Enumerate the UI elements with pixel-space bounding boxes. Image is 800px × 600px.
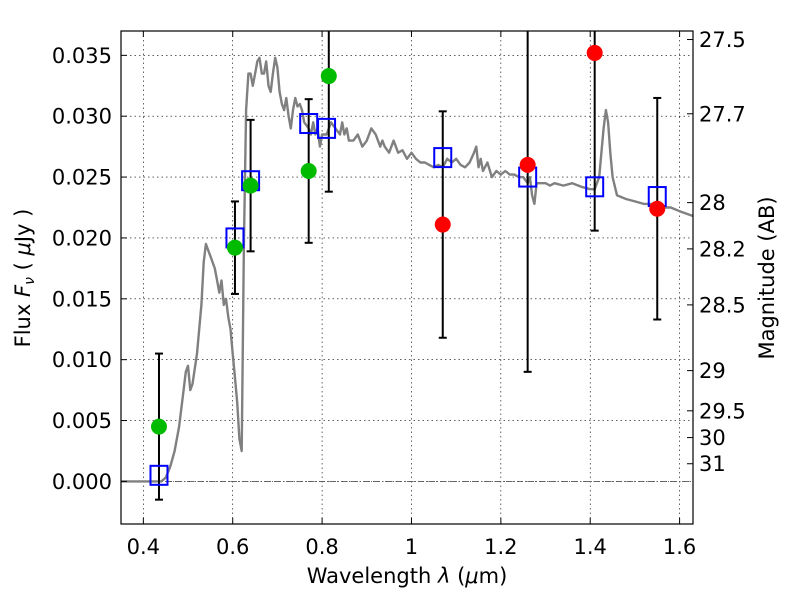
x-axis-label-unit-open: ( <box>457 564 465 588</box>
y-axis-label: Flux Fν ( μJy ) <box>11 209 39 348</box>
grid <box>121 31 693 524</box>
x-axis-label-prefix: Wavelength <box>307 564 432 588</box>
model-photometry-square <box>585 176 605 198</box>
detections <box>150 68 337 435</box>
y-axis-label-subscript: ν <box>22 277 38 285</box>
upper-limit-point <box>586 44 603 61</box>
x-tick-label: 0.4 <box>127 535 160 559</box>
magnitude-tick-label: 31 <box>699 452 726 476</box>
model-spectrum-line <box>121 56 693 483</box>
y-tick-label: 0.025 <box>52 166 112 190</box>
y-axis-label-unit-mu: μ <box>11 242 35 256</box>
magnitude-tick-label: 28.5 <box>699 293 746 317</box>
upper-limit-point <box>649 200 666 217</box>
detection-point <box>320 68 337 85</box>
y-axis-label-symbol: F <box>11 284 35 297</box>
magnitude-tick-label: 30 <box>699 426 726 450</box>
x-axis-label-symbol: λ <box>437 564 450 588</box>
upper-limit-point <box>519 156 536 173</box>
y-tick-label: 0.020 <box>52 226 112 250</box>
plot-frame <box>120 30 694 525</box>
x-tick-label: 1.6 <box>663 535 696 559</box>
y-tick-label: 0.000 <box>52 470 112 494</box>
magnitude-tick-label: 28.2 <box>699 237 746 261</box>
plot-background <box>121 31 693 524</box>
x-tick-label: 0.8 <box>305 535 338 559</box>
y-tick-label: 0.010 <box>52 348 112 372</box>
magnitude-tick-label: 29 <box>699 359 726 383</box>
x-axis-label-unit-mu: μ <box>464 564 478 588</box>
y-ticks: 0.000 0.005 0.010 0.015 0.020 0.025 0.030 0.035 <box>52 44 127 494</box>
detection-point <box>300 162 317 179</box>
model-photometry-square <box>317 117 337 139</box>
magnitude-tick-label: 27.5 <box>699 28 746 52</box>
x-tick-label: 1 <box>405 535 418 559</box>
model-photometry-square <box>149 464 169 486</box>
y-axis-label-prefix: Flux <box>11 304 35 348</box>
detection-point <box>150 418 167 435</box>
x-tick-label: 1.4 <box>574 535 607 559</box>
x-tick-label: 1.2 <box>484 535 517 559</box>
x-axis-label-unit-rest: m) <box>479 564 508 588</box>
upper-limit-point <box>434 216 451 233</box>
y-tick-label: 0.015 <box>52 287 112 311</box>
x-ticks: 0.4 0.6 0.8 1 1.2 1.4 1.6 <box>127 31 696 559</box>
x-tick-label: 0.6 <box>216 535 249 559</box>
detection-point <box>242 177 259 194</box>
magnitude-tick-label: 29.5 <box>699 399 746 423</box>
y-axis-label-unit-open: ( <box>11 262 35 270</box>
magnitude-tick-label: 27.7 <box>699 102 746 126</box>
y-tick-label: 0.030 <box>52 105 112 129</box>
magnitude-tick-label: 28 <box>699 191 726 215</box>
model-spectrum <box>121 56 693 483</box>
y-axis-label-unit-rest: Jy ) <box>11 209 35 245</box>
detection-point <box>226 239 243 256</box>
x-axis-label: Wavelength λ (μm) <box>307 564 508 588</box>
y-tick-label: 0.035 <box>52 44 112 68</box>
upper-limits <box>434 44 666 233</box>
model-photometry-square <box>433 147 453 169</box>
magnitude-axis-label: Magnitude (AB) <box>755 196 779 359</box>
y-tick-label: 0.005 <box>52 409 112 433</box>
